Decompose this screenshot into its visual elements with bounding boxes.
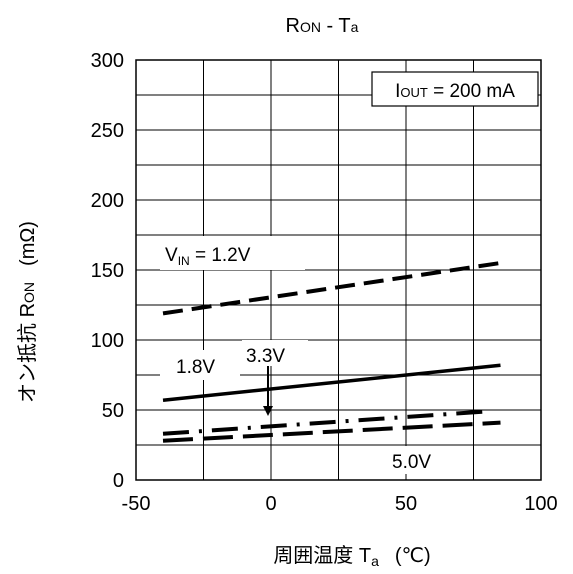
series-line-solid — [162, 363, 501, 402]
y-tick-label: 0 — [113, 470, 124, 492]
series-lines — [162, 261, 501, 443]
arrow-3-3v — [263, 366, 273, 416]
y-tick-label: 200 — [91, 190, 124, 212]
x-tick-label: 50 — [395, 493, 417, 515]
x-tick-label: 0 — [265, 493, 276, 515]
condition-label: IOUT = 200 mA — [395, 81, 515, 102]
x-tick-label: 100 — [524, 493, 557, 515]
y-tick-label: 50 — [102, 400, 124, 422]
y-axis-label: オン抵抗 RON(mΩ) — [16, 221, 39, 403]
series-label-1-8v: 1.8V — [176, 357, 215, 378]
condition-box: IOUT = 200 mA — [371, 71, 539, 107]
series-label-3-3v: 3.3V — [246, 346, 285, 367]
series-label-1-2v: VIN = 1.2V — [165, 245, 251, 268]
x-tick-labels: -50 0 50 100 — [122, 493, 558, 515]
series-line-longdash — [162, 420, 501, 443]
chart-title: RON - Ta — [286, 15, 359, 37]
series-label-5-0v: 5.0V — [392, 452, 431, 473]
y-tick-label: 300 — [91, 50, 124, 72]
y-tick-label: 150 — [91, 260, 124, 282]
x-tick-label: -50 — [122, 493, 151, 515]
y-tick-label: 250 — [91, 120, 124, 142]
y-tick-label: 100 — [91, 330, 124, 352]
series-line-dashed — [162, 261, 501, 316]
y-tick-labels: 0 50 100 150 200 250 300 — [91, 50, 124, 492]
x-axis-label: 周囲温度 Ta (℃) — [273, 544, 430, 569]
plot-frame — [135, 59, 542, 481]
series-line-dashdot — [162, 409, 488, 436]
